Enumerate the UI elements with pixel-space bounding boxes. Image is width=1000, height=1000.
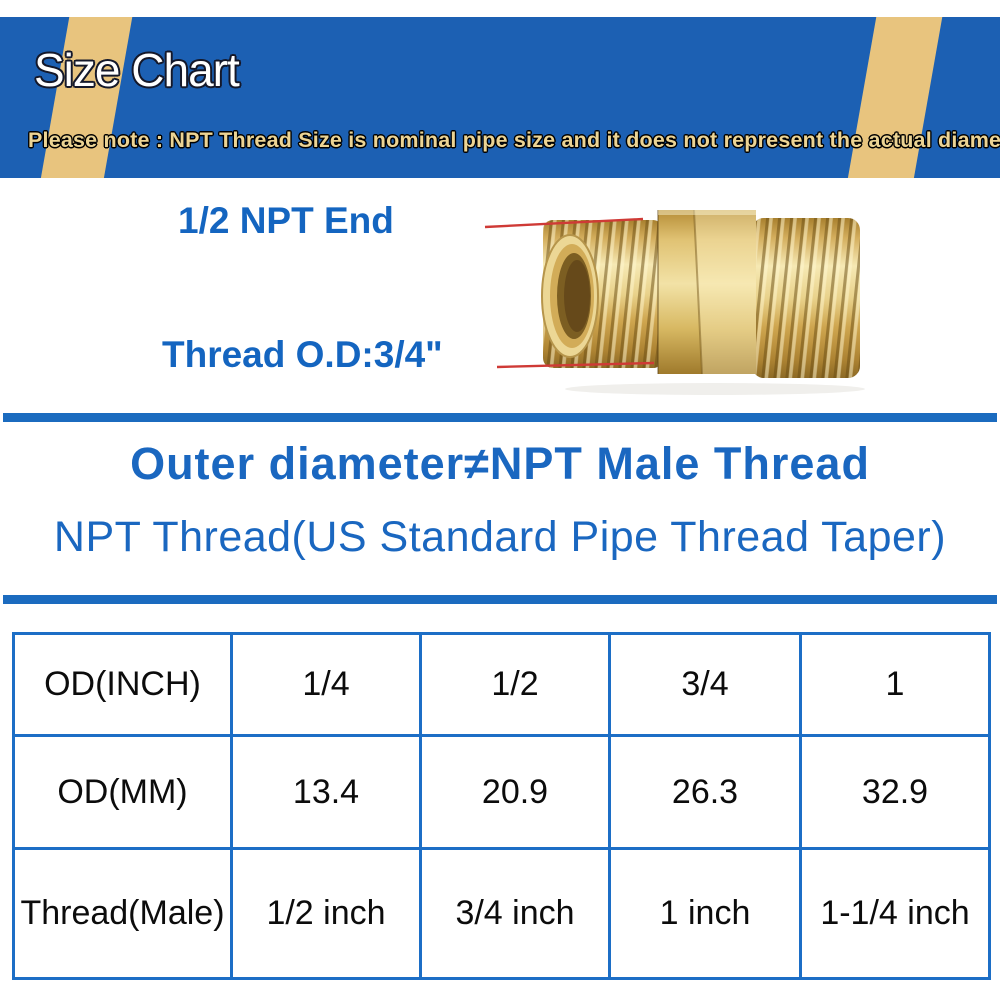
pointer-line-bottom	[496, 361, 655, 369]
brass-fitting-image	[484, 209, 865, 395]
table-row-thread-male: Thread(Male) 1/2 inch 3/4 inch 1 inch 1-…	[12, 847, 991, 980]
table-cell: 1/4	[230, 632, 422, 737]
pointer-line-top	[484, 217, 644, 229]
table-row-od-inch: OD(INCH) 1/4 1/2 3/4 1	[12, 632, 991, 737]
table-cell: 1/2	[419, 632, 611, 737]
table-cell: 20.9	[419, 734, 611, 850]
table-cell: 1/2 inch	[230, 847, 422, 980]
banner-note: Please note : NPT Thread Size is nominal…	[28, 128, 1000, 152]
banner-stripe-left	[40, 17, 133, 178]
table-cell: 26.3	[608, 734, 802, 850]
thread-od-label: Thread O.D:3/4"	[162, 334, 443, 375]
divider-bar-bottom	[3, 595, 997, 604]
table-cell: 13.4	[230, 734, 422, 850]
table-cell: 1	[799, 632, 991, 737]
pipe-bore	[541, 234, 599, 358]
row-header-od-inch: OD(INCH)	[12, 632, 233, 737]
right-thread	[752, 218, 860, 378]
heading-outer-diameter: Outer diameter≠NPT Male Thread	[130, 438, 870, 489]
heading-npt-thread: NPT Thread(US Standard Pipe Thread Taper…	[53, 513, 947, 561]
table-cell: 3/4 inch	[419, 847, 611, 980]
size-table: OD(INCH) 1/4 1/2 3/4 1 OD(MM) 13.4 20.9 …	[12, 632, 991, 980]
hex-center	[657, 209, 756, 375]
table-cell: 32.9	[799, 734, 991, 850]
table-cell: 3/4	[608, 632, 802, 737]
fitting-shadow	[565, 383, 865, 395]
row-header-thread-male: Thread(Male)	[12, 847, 233, 980]
divider-bar-top	[3, 413, 997, 422]
table-row-od-mm: OD(MM) 13.4 20.9 26.3 32.9	[12, 734, 991, 850]
table-cell: 1-1/4 inch	[799, 847, 991, 980]
row-header-od-mm: OD(MM)	[12, 734, 233, 850]
banner-stripe-right	[847, 17, 943, 178]
table-cell: 1 inch	[608, 847, 802, 980]
npt-end-label: 1/2 NPT End	[178, 200, 394, 241]
page-title: Size Chart	[34, 44, 240, 96]
banner: Size Chart Please note : NPT Thread Size…	[0, 17, 1000, 178]
